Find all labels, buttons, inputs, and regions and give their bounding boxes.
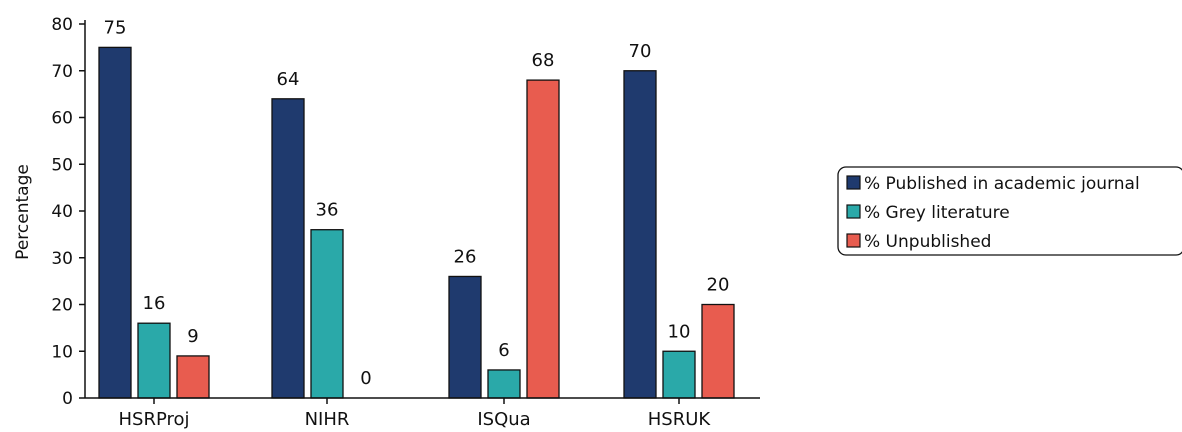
bar — [137, 322, 171, 399]
bar — [662, 350, 696, 399]
data-label: 26 — [454, 246, 477, 267]
bar — [448, 275, 482, 399]
y-tick-label: 0 — [62, 389, 73, 409]
x-tick-label: HSRProj — [118, 409, 189, 430]
y-tick-label: 60 — [51, 109, 73, 129]
bar — [98, 46, 132, 399]
data-label: 75 — [104, 17, 127, 38]
y-tick-label: 40 — [51, 202, 73, 222]
data-label: 10 — [668, 321, 691, 342]
y-axis-ticks: 0 10 20 30 40 50 60 70 80 — [51, 15, 85, 409]
legend-label: % Unpublished — [864, 232, 991, 252]
y-tick-label: 50 — [51, 155, 73, 175]
legend-swatch — [846, 204, 861, 219]
bar — [271, 98, 305, 399]
y-tick-label: 80 — [51, 15, 73, 35]
legend-swatch — [846, 175, 861, 190]
x-tick-label: NIHR — [305, 409, 350, 430]
bar — [623, 70, 657, 399]
data-label: 20 — [707, 275, 730, 296]
x-axis-labels: HSRProj NIHR ISQua HSRUK — [118, 398, 711, 430]
bar — [176, 355, 210, 399]
bars — [98, 46, 735, 399]
data-label: 68 — [532, 50, 555, 71]
data-label: 36 — [316, 200, 339, 221]
data-labels: 75 16 9 64 36 0 26 6 68 70 10 20 — [104, 17, 730, 389]
y-tick-label: 20 — [51, 296, 73, 316]
data-label: 70 — [629, 41, 652, 62]
y-tick-label: 70 — [51, 62, 73, 82]
x-tick-label: HSRUK — [648, 409, 712, 430]
bar — [310, 229, 344, 399]
legend: % Published in academic journal % Grey li… — [837, 166, 1182, 256]
bar — [526, 79, 560, 399]
y-axis-title: Percentage — [13, 164, 33, 260]
data-label: 0 — [360, 368, 371, 389]
data-label: 9 — [187, 326, 198, 347]
bar — [701, 303, 735, 399]
legend-label: % Grey literature — [864, 203, 1010, 223]
data-label: 16 — [143, 293, 166, 314]
bar — [487, 369, 521, 399]
data-label: 6 — [498, 340, 509, 361]
y-tick-label: 10 — [51, 342, 73, 362]
x-tick-label: ISQua — [477, 409, 530, 430]
data-label: 64 — [277, 69, 300, 90]
legend-swatch — [846, 233, 861, 248]
legend-label: % Published in academic journal — [864, 174, 1140, 194]
y-tick-label: 30 — [51, 249, 73, 269]
legend-box — [837, 166, 1182, 256]
